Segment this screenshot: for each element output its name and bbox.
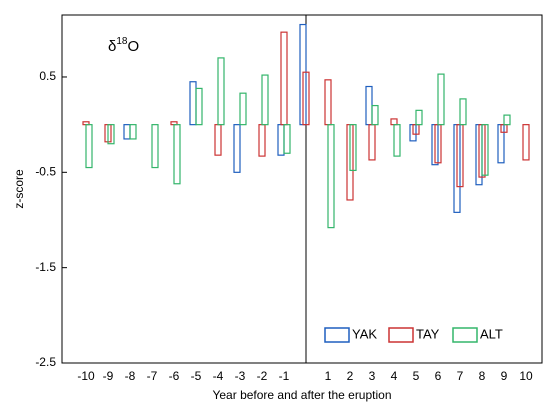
bar — [151, 124, 159, 169]
x-tick-label: 9 — [501, 369, 508, 383]
x-axis-label: Year before and after the eruption — [212, 388, 391, 402]
bar — [233, 124, 241, 173]
bar — [368, 124, 376, 161]
bar — [390, 118, 398, 126]
x-tick-label: -6 — [169, 369, 180, 383]
bar — [85, 124, 93, 169]
x-tick-label: 8 — [479, 369, 486, 383]
legend-label: ALT — [480, 326, 503, 341]
bar — [393, 124, 401, 157]
y-tick-label: -1.5 — [35, 260, 56, 274]
x-tick-label: 2 — [347, 369, 354, 383]
legend-swatch — [324, 327, 350, 343]
y-tick-label: -0.5 — [35, 164, 56, 178]
bar — [327, 124, 335, 229]
bar — [324, 79, 332, 126]
bar — [214, 124, 222, 156]
bar — [195, 87, 203, 126]
x-tick-label: 6 — [435, 369, 442, 383]
bar — [239, 92, 247, 126]
x-tick-label: -4 — [213, 369, 224, 383]
bar — [123, 124, 131, 140]
annotation: δ18O — [108, 36, 139, 55]
bar — [107, 124, 115, 145]
x-tick-label: -1 — [279, 369, 290, 383]
bar — [365, 85, 373, 126]
x-tick-label: -5 — [191, 369, 202, 383]
annotation-sup: 18 — [116, 36, 128, 47]
x-tick-label: 5 — [413, 369, 420, 383]
bar — [280, 31, 288, 126]
legend-label: TAY — [416, 326, 440, 341]
legend-swatch — [452, 327, 478, 343]
bar — [349, 124, 357, 172]
legend-swatch — [388, 327, 414, 343]
x-tick-label: 4 — [391, 369, 398, 383]
bar — [371, 104, 379, 126]
x-tick-label: -2 — [257, 369, 268, 383]
bar — [261, 74, 269, 126]
x-tick-label: 10 — [519, 369, 533, 383]
bar — [129, 124, 137, 140]
y-tick-label: 0.5 — [39, 69, 56, 83]
bar — [302, 71, 310, 126]
bar — [415, 109, 423, 126]
plot-frame — [61, 14, 543, 364]
bar — [437, 73, 445, 126]
legend-label: YAK — [352, 326, 377, 341]
x-tick-label: -7 — [147, 369, 158, 383]
x-tick-label: -8 — [125, 369, 136, 383]
x-tick-label: 7 — [457, 369, 464, 383]
bar — [258, 124, 266, 157]
x-tick-label: 3 — [369, 369, 376, 383]
bar — [503, 114, 511, 126]
x-tick-label: -3 — [235, 369, 246, 383]
x-tick-label: -10 — [77, 369, 95, 383]
x-tick-label: -9 — [103, 369, 114, 383]
bar — [459, 98, 467, 126]
y-tick-label: -2.5 — [35, 355, 56, 369]
bar — [189, 81, 197, 126]
bar — [481, 124, 489, 176]
bar — [173, 124, 181, 185]
bar — [277, 124, 285, 156]
bar — [283, 124, 291, 154]
x-tick-label: 1 — [325, 369, 332, 383]
bar — [217, 57, 225, 126]
annotation-symbol: δ — [108, 38, 116, 55]
annotation-tail: O — [127, 38, 139, 55]
y-axis-label: z-score — [12, 169, 26, 209]
bar — [522, 124, 530, 161]
